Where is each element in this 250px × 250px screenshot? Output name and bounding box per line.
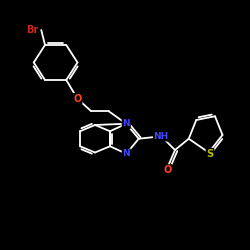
Text: O: O <box>164 165 172 175</box>
Text: NH: NH <box>154 132 169 141</box>
Text: N: N <box>122 149 130 158</box>
Text: S: S <box>206 149 214 159</box>
Text: N: N <box>122 119 130 128</box>
Text: Br: Br <box>26 25 38 35</box>
Text: O: O <box>74 94 82 104</box>
